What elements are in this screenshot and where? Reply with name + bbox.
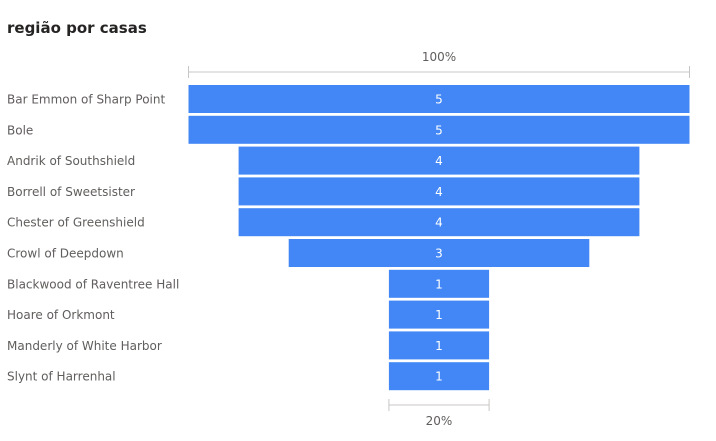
bottom-percent-label: 20%: [426, 414, 453, 428]
category-label: Blackwood of Raventree Hall: [7, 277, 179, 291]
category-label: Hoare of Orkmont: [7, 308, 115, 322]
bar-value-label: 4: [435, 185, 443, 199]
funnel-bar[interactable]: [188, 115, 690, 144]
bar-value-label: 5: [435, 93, 443, 107]
chart-title: região por casas: [7, 19, 147, 37]
category-label: Bar Emmon of Sharp Point: [7, 93, 165, 107]
funnel-bar[interactable]: [388, 331, 490, 360]
funnel-bar[interactable]: [238, 208, 640, 237]
funnel-bar[interactable]: [388, 269, 490, 298]
bar-value-label: 1: [435, 370, 443, 384]
funnel-bar[interactable]: [388, 300, 490, 329]
bar-value-label: 1: [435, 308, 443, 322]
funnel-bar[interactable]: [238, 146, 640, 175]
funnel-bar[interactable]: [388, 362, 490, 391]
category-label: Chester of Greenshield: [7, 216, 145, 230]
category-label: Andrik of Southshield: [7, 154, 135, 168]
funnel-bar[interactable]: [188, 85, 690, 113]
category-label: Bole: [7, 123, 33, 137]
category-label: Crowl of Deepdown: [7, 247, 124, 261]
bar-value-label: 5: [435, 123, 443, 137]
funnel-bar[interactable]: [238, 177, 640, 206]
bar-value-label: 3: [435, 247, 443, 261]
bar-value-label: 1: [435, 277, 443, 291]
category-label: Borrell of Sweetsister: [7, 185, 135, 199]
funnel-bar[interactable]: [288, 239, 590, 267]
category-label: Manderly of White Harbor: [7, 339, 162, 353]
bar-value-label: 4: [435, 154, 443, 168]
bar-value-label: 4: [435, 216, 443, 230]
category-label: Slynt of Harrenhal: [7, 370, 116, 384]
bar-value-label: 1: [435, 339, 443, 353]
top-percent-label: 100%: [422, 50, 456, 64]
